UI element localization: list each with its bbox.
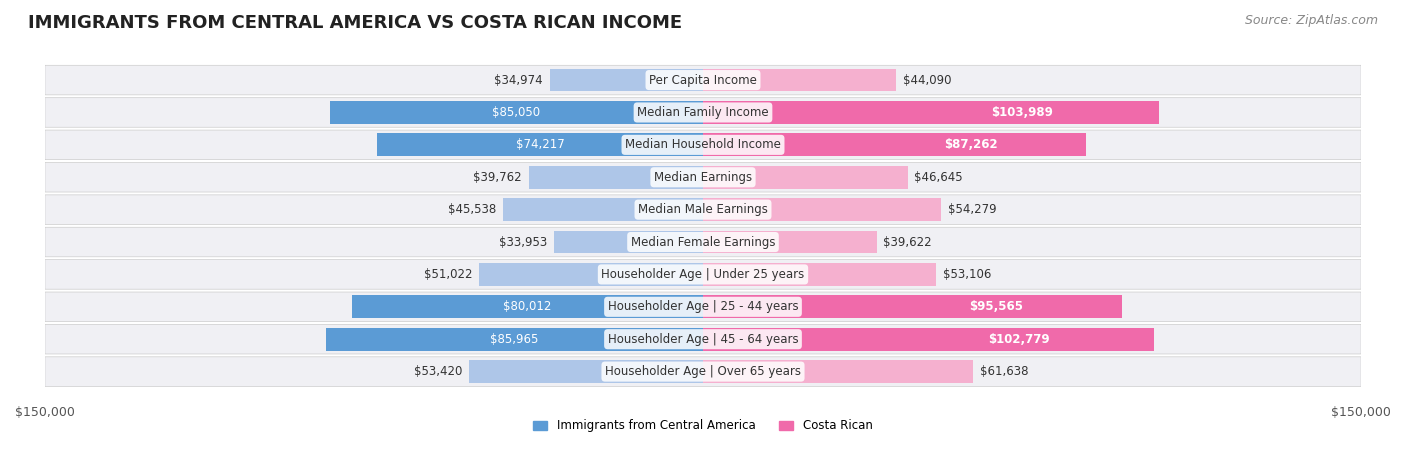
Text: $61,638: $61,638 <box>980 365 1029 378</box>
Bar <box>503 198 703 221</box>
FancyBboxPatch shape <box>45 195 1361 225</box>
Text: $74,217: $74,217 <box>516 138 565 151</box>
Text: $39,762: $39,762 <box>474 171 522 184</box>
Text: Median Female Earnings: Median Female Earnings <box>631 235 775 248</box>
Text: $102,779: $102,779 <box>988 333 1049 346</box>
Text: Median Earnings: Median Earnings <box>654 171 752 184</box>
Bar <box>703 263 936 286</box>
Text: Median Household Income: Median Household Income <box>626 138 780 151</box>
Bar <box>703 198 941 221</box>
FancyBboxPatch shape <box>45 227 1361 257</box>
Text: $54,279: $54,279 <box>948 203 997 216</box>
Text: IMMIGRANTS FROM CENTRAL AMERICA VS COSTA RICAN INCOME: IMMIGRANTS FROM CENTRAL AMERICA VS COSTA… <box>28 14 682 32</box>
Bar <box>326 328 703 351</box>
Bar <box>529 166 703 189</box>
Text: $34,974: $34,974 <box>495 74 543 86</box>
Bar <box>703 296 1122 318</box>
Text: $53,420: $53,420 <box>413 365 463 378</box>
Bar <box>703 360 973 383</box>
Legend: Immigrants from Central America, Costa Rican: Immigrants from Central America, Costa R… <box>529 415 877 437</box>
Text: Median Family Income: Median Family Income <box>637 106 769 119</box>
Text: $103,989: $103,989 <box>991 106 1053 119</box>
FancyBboxPatch shape <box>45 260 1361 289</box>
Text: $53,106: $53,106 <box>942 268 991 281</box>
Text: $44,090: $44,090 <box>903 74 952 86</box>
Text: $85,965: $85,965 <box>491 333 538 346</box>
Text: Source: ZipAtlas.com: Source: ZipAtlas.com <box>1244 14 1378 27</box>
Text: $85,050: $85,050 <box>492 106 540 119</box>
Bar <box>377 134 703 156</box>
FancyBboxPatch shape <box>45 130 1361 160</box>
Text: Householder Age | 45 - 64 years: Householder Age | 45 - 64 years <box>607 333 799 346</box>
Bar <box>703 134 1085 156</box>
Text: $80,012: $80,012 <box>503 300 551 313</box>
Bar <box>703 69 897 92</box>
Text: $87,262: $87,262 <box>945 138 998 151</box>
Bar <box>703 101 1159 124</box>
Bar <box>330 101 703 124</box>
Text: $33,953: $33,953 <box>499 235 547 248</box>
Bar <box>550 69 703 92</box>
Text: Median Male Earnings: Median Male Earnings <box>638 203 768 216</box>
FancyBboxPatch shape <box>45 65 1361 95</box>
Bar <box>479 263 703 286</box>
FancyBboxPatch shape <box>45 357 1361 386</box>
FancyBboxPatch shape <box>45 292 1361 322</box>
Text: $51,022: $51,022 <box>425 268 472 281</box>
Bar <box>703 166 908 189</box>
Text: $95,565: $95,565 <box>970 300 1024 313</box>
FancyBboxPatch shape <box>45 98 1361 127</box>
Bar <box>468 360 703 383</box>
Bar <box>703 328 1154 351</box>
Text: Householder Age | Under 25 years: Householder Age | Under 25 years <box>602 268 804 281</box>
Text: $46,645: $46,645 <box>914 171 963 184</box>
Bar <box>352 296 703 318</box>
Bar <box>554 231 703 254</box>
Text: Householder Age | 25 - 44 years: Householder Age | 25 - 44 years <box>607 300 799 313</box>
Text: $39,622: $39,622 <box>883 235 932 248</box>
FancyBboxPatch shape <box>45 325 1361 354</box>
Text: $45,538: $45,538 <box>449 203 496 216</box>
Bar <box>703 231 877 254</box>
Text: Householder Age | Over 65 years: Householder Age | Over 65 years <box>605 365 801 378</box>
FancyBboxPatch shape <box>45 163 1361 192</box>
Text: Per Capita Income: Per Capita Income <box>650 74 756 86</box>
